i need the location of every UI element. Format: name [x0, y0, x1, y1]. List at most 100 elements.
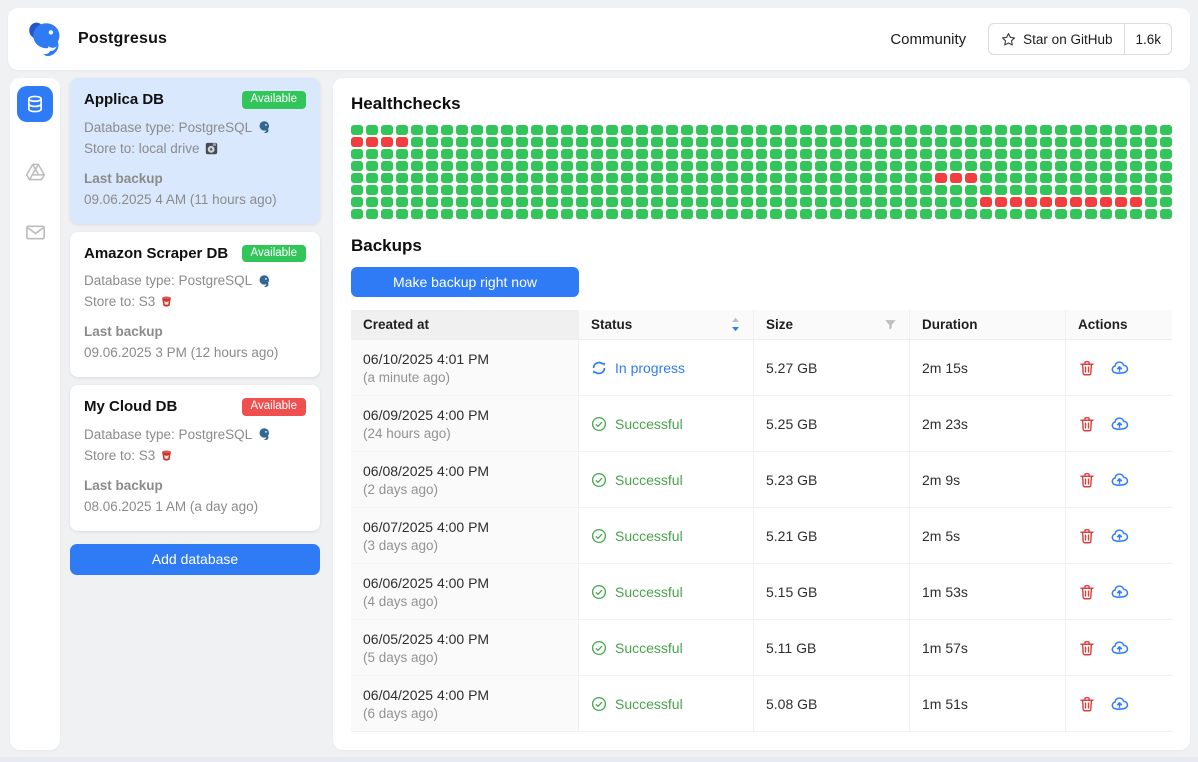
github-star-count[interactable]: 1.6k — [1135, 31, 1161, 47]
healthcheck-cell[interactable] — [980, 173, 993, 183]
healthcheck-cell[interactable] — [1010, 137, 1023, 147]
healthcheck-cell[interactable] — [995, 161, 1008, 171]
healthcheck-cell[interactable] — [351, 149, 363, 159]
healthcheck-cell[interactable] — [665, 197, 678, 207]
healthcheck-cell[interactable] — [785, 137, 798, 147]
healthcheck-cell[interactable] — [950, 197, 963, 207]
healthcheck-cell[interactable] — [740, 173, 753, 183]
healthcheck-cell[interactable] — [440, 161, 453, 171]
healthcheck-cell[interactable] — [425, 161, 438, 171]
healthcheck-cell[interactable] — [380, 209, 393, 219]
healthcheck-cell[interactable] — [665, 209, 678, 219]
healthcheck-cell[interactable] — [485, 161, 498, 171]
healthcheck-cell[interactable] — [905, 125, 918, 135]
healthcheck-cell[interactable] — [710, 125, 723, 135]
healthcheck-cell[interactable] — [500, 161, 513, 171]
healthcheck-cell[interactable] — [755, 125, 768, 135]
healthcheck-cell[interactable] — [860, 149, 873, 159]
healthcheck-cell[interactable] — [560, 149, 573, 159]
healthcheck-cell[interactable] — [410, 137, 423, 147]
healthcheck-cell[interactable] — [1040, 149, 1053, 159]
healthcheck-cell[interactable] — [890, 197, 903, 207]
healthcheck-cell[interactable] — [995, 173, 1008, 183]
healthcheck-cell[interactable] — [695, 149, 708, 159]
healthcheck-cell[interactable] — [1100, 149, 1113, 159]
healthcheck-cell[interactable] — [440, 197, 453, 207]
healthcheck-cell[interactable] — [920, 185, 933, 195]
healthcheck-cell[interactable] — [470, 173, 483, 183]
healthcheck-cell[interactable] — [830, 209, 843, 219]
healthcheck-cell[interactable] — [530, 149, 543, 159]
healthcheck-cell[interactable] — [1130, 197, 1143, 207]
restore-backup-button[interactable] — [1110, 582, 1129, 601]
healthcheck-cell[interactable] — [1130, 137, 1143, 147]
delete-backup-button[interactable] — [1078, 639, 1096, 657]
healthcheck-cell[interactable] — [560, 185, 573, 195]
healthcheck-cell[interactable] — [845, 173, 858, 183]
healthcheck-cell[interactable] — [1115, 209, 1128, 219]
healthcheck-cell[interactable] — [920, 173, 933, 183]
healthcheck-cell[interactable] — [395, 209, 408, 219]
healthcheck-cell[interactable] — [1160, 197, 1172, 207]
healthcheck-cell[interactable] — [575, 185, 588, 195]
healthcheck-cell[interactable] — [1100, 173, 1113, 183]
healthcheck-cell[interactable] — [830, 185, 843, 195]
healthcheck-cell[interactable] — [1025, 125, 1038, 135]
healthcheck-cell[interactable] — [800, 185, 813, 195]
healthcheck-cell[interactable] — [1100, 197, 1113, 207]
healthcheck-cell[interactable] — [470, 197, 483, 207]
healthcheck-cell[interactable] — [560, 209, 573, 219]
column-header-status[interactable]: Status — [579, 310, 754, 340]
healthcheck-cell[interactable] — [740, 209, 753, 219]
healthcheck-cell[interactable] — [530, 209, 543, 219]
healthcheck-cell[interactable] — [635, 149, 648, 159]
healthcheck-cell[interactable] — [380, 161, 393, 171]
healthcheck-cell[interactable] — [680, 125, 693, 135]
healthcheck-cell[interactable] — [1160, 209, 1172, 219]
healthcheck-cell[interactable] — [1100, 161, 1113, 171]
healthcheck-cell[interactable] — [500, 209, 513, 219]
healthcheck-cell[interactable] — [650, 209, 663, 219]
healthcheck-cell[interactable] — [575, 125, 588, 135]
healthcheck-cell[interactable] — [950, 125, 963, 135]
healthcheck-cell[interactable] — [635, 161, 648, 171]
healthcheck-cell[interactable] — [395, 125, 408, 135]
healthcheck-cell[interactable] — [875, 185, 888, 195]
healthcheck-cell[interactable] — [1130, 173, 1143, 183]
sidebar-item-notifications[interactable] — [24, 221, 47, 244]
healthcheck-cell[interactable] — [815, 149, 828, 159]
healthcheck-cell[interactable] — [365, 125, 378, 135]
healthcheck-cell[interactable] — [815, 197, 828, 207]
restore-backup-button[interactable] — [1110, 470, 1129, 489]
healthcheck-cell[interactable] — [1130, 185, 1143, 195]
healthcheck-cell[interactable] — [875, 149, 888, 159]
healthcheck-cell[interactable] — [1055, 173, 1068, 183]
healthcheck-cell[interactable] — [500, 173, 513, 183]
healthcheck-cell[interactable] — [605, 137, 618, 147]
healthcheck-cell[interactable] — [680, 161, 693, 171]
healthcheck-cell[interactable] — [485, 149, 498, 159]
healthcheck-cell[interactable] — [470, 125, 483, 135]
healthcheck-cell[interactable] — [1010, 197, 1023, 207]
healthcheck-cell[interactable] — [860, 137, 873, 147]
healthcheck-cell[interactable] — [740, 137, 753, 147]
healthcheck-cell[interactable] — [965, 209, 978, 219]
healthcheck-cell[interactable] — [770, 137, 783, 147]
database-card-amazon-scraper[interactable]: Amazon Scraper DB Available Database typ… — [70, 231, 320, 377]
healthcheck-cell[interactable] — [680, 149, 693, 159]
healthcheck-cell[interactable] — [830, 161, 843, 171]
healthcheck-cell[interactable] — [425, 197, 438, 207]
healthcheck-cell[interactable] — [1055, 197, 1068, 207]
healthcheck-cell[interactable] — [695, 125, 708, 135]
database-card-applica[interactable]: Applica DB Available Database type: Post… — [70, 78, 320, 224]
healthcheck-cell[interactable] — [1040, 125, 1053, 135]
healthcheck-cell[interactable] — [545, 149, 558, 159]
healthcheck-cell[interactable] — [590, 161, 603, 171]
healthcheck-cell[interactable] — [935, 185, 948, 195]
healthcheck-cell[interactable] — [935, 197, 948, 207]
healthcheck-cell[interactable] — [440, 173, 453, 183]
healthcheck-cell[interactable] — [980, 185, 993, 195]
healthcheck-cell[interactable] — [995, 149, 1008, 159]
healthcheck-cell[interactable] — [1055, 149, 1068, 159]
healthcheck-cell[interactable] — [515, 125, 528, 135]
